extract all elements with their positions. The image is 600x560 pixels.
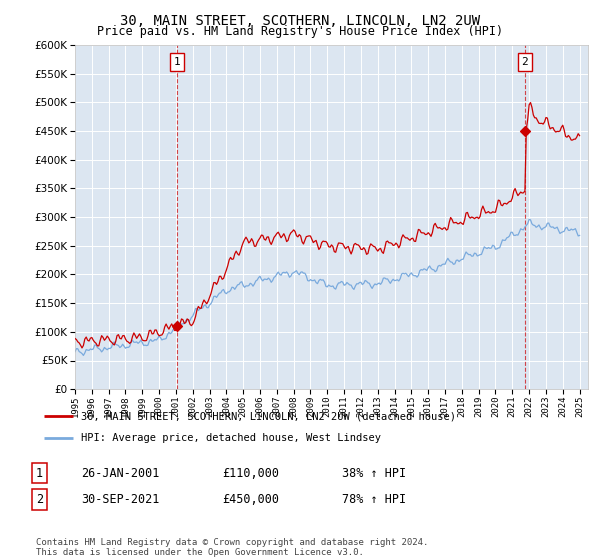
Text: 30, MAIN STREET, SCOTHERN, LINCOLN, LN2 2UW: 30, MAIN STREET, SCOTHERN, LINCOLN, LN2 … <box>120 14 480 28</box>
Text: £450,000: £450,000 <box>222 493 279 506</box>
Text: 1: 1 <box>174 57 181 67</box>
Text: 30, MAIN STREET, SCOTHERN, LINCOLN, LN2 2UW (detached house): 30, MAIN STREET, SCOTHERN, LINCOLN, LN2 … <box>81 411 456 421</box>
Text: 38% ↑ HPI: 38% ↑ HPI <box>342 466 406 480</box>
Text: Contains HM Land Registry data © Crown copyright and database right 2024.
This d: Contains HM Land Registry data © Crown c… <box>36 538 428 557</box>
Text: 30-SEP-2021: 30-SEP-2021 <box>81 493 160 506</box>
Text: 1: 1 <box>36 466 43 480</box>
Text: £110,000: £110,000 <box>222 466 279 480</box>
Point <box>172 321 182 330</box>
Text: 2: 2 <box>36 493 43 506</box>
Text: 2: 2 <box>521 57 529 67</box>
Text: 78% ↑ HPI: 78% ↑ HPI <box>342 493 406 506</box>
Point <box>520 127 530 136</box>
Text: Price paid vs. HM Land Registry's House Price Index (HPI): Price paid vs. HM Land Registry's House … <box>97 25 503 38</box>
Text: HPI: Average price, detached house, West Lindsey: HPI: Average price, detached house, West… <box>81 433 381 443</box>
Text: 26-JAN-2001: 26-JAN-2001 <box>81 466 160 480</box>
